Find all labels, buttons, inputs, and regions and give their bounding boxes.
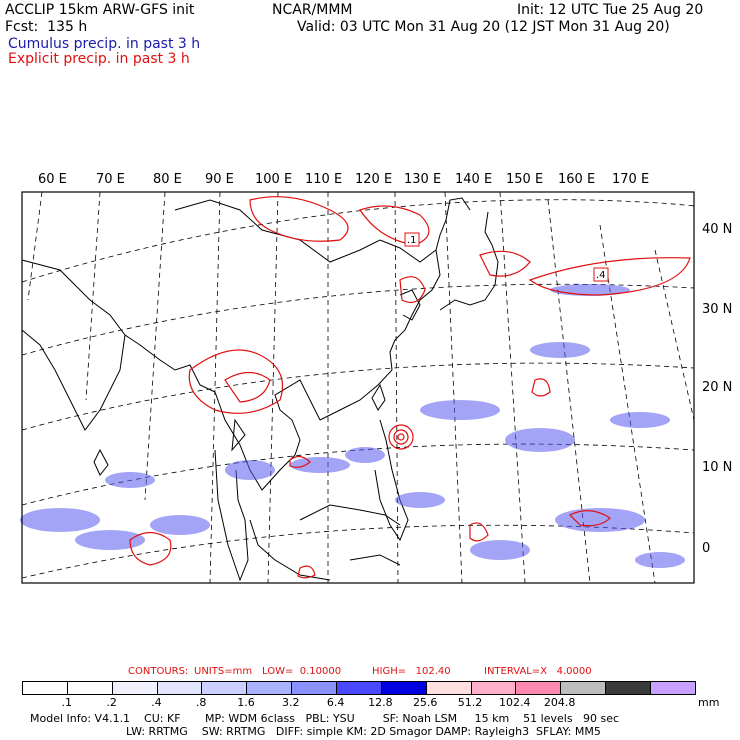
colorbar-swatch bbox=[471, 682, 517, 694]
map-frame bbox=[21, 191, 695, 584]
contour-marker-1 bbox=[404, 232, 420, 247]
explicit-legend: Explicit precip. in past 3 h bbox=[8, 51, 190, 67]
lon-label-120e: 120 E bbox=[355, 172, 393, 187]
lon-label-150e: 150 E bbox=[506, 172, 544, 187]
forecast-hour: Fcst: 135 h bbox=[5, 19, 88, 35]
colorbar-swatch bbox=[606, 682, 652, 694]
init-time: Init: 12 UTC Tue 25 Aug 20 bbox=[517, 2, 704, 18]
colorbar-swatch bbox=[426, 682, 472, 694]
lon-label-90e: 90 E bbox=[205, 172, 234, 187]
colorbar-swatch bbox=[516, 682, 562, 694]
model-title: ACCLIP 15km ARW-GFS init bbox=[5, 2, 195, 18]
lon-label-170e: 170 E bbox=[612, 172, 650, 187]
colorbar-tick-label: 3.2 bbox=[282, 696, 300, 709]
lon-label-70e: 70 E bbox=[96, 172, 125, 187]
contour-interval: INTERVAL=X 4.0000 bbox=[484, 666, 592, 677]
colorbar-unit: mm bbox=[698, 696, 720, 709]
colorbar-tick-label: .1 bbox=[61, 696, 73, 709]
colorbar-swatch bbox=[67, 682, 113, 694]
colorbar-swatch bbox=[157, 682, 203, 694]
colorbar-tick-label: .8 bbox=[195, 696, 207, 709]
lat-label-10n: 10 N bbox=[702, 460, 733, 475]
lon-label-110e: 110 E bbox=[305, 172, 343, 187]
lat-label-equator: 0 bbox=[702, 541, 711, 556]
physics-info: LW: RRTMG SW: RRTMG DIFF: simple KM: 2D … bbox=[126, 725, 601, 738]
model-info: Model Info: V4.1.1 CU: KF MP: WDM 6class… bbox=[30, 712, 620, 725]
cumulus-legend: Cumulus precip. in past 3 h bbox=[8, 36, 201, 52]
contour-units: UNITS=mm bbox=[194, 666, 253, 677]
colorbar-swatch bbox=[381, 682, 427, 694]
explicit-precip bbox=[129, 196, 691, 579]
colorbar-swatch bbox=[337, 682, 382, 694]
contour-marker-4 bbox=[593, 267, 609, 282]
lat-label-30n: 30 N bbox=[702, 302, 733, 317]
lon-label-160e: 160 E bbox=[558, 172, 596, 187]
contour-marker-1-label: .1 bbox=[407, 235, 417, 246]
contour-high: HIGH= 102.40 bbox=[372, 666, 451, 677]
colorbar-swatch bbox=[651, 682, 695, 694]
colorbar-swatch bbox=[112, 682, 158, 694]
colorbar-tick-label: 25.6 bbox=[412, 696, 438, 709]
colorbar-swatch bbox=[23, 682, 68, 694]
colorbar-swatch bbox=[292, 682, 338, 694]
lon-label-130e: 130 E bbox=[404, 172, 442, 187]
cumulus-precip bbox=[20, 284, 685, 568]
contour-marker-4-label: .4 bbox=[596, 270, 606, 281]
lon-label-60e: 60 E bbox=[38, 172, 67, 187]
precipitation-map: .1 .4 bbox=[20, 191, 695, 584]
colorbar-tick-label: .4 bbox=[151, 696, 162, 709]
colorbar bbox=[22, 681, 696, 695]
contour-title: CONTOURS: bbox=[128, 666, 189, 677]
lat-label-20n: 20 N bbox=[702, 380, 733, 395]
contour-low: LOW= 0.10000 bbox=[262, 666, 342, 677]
colorbar-swatch bbox=[202, 682, 248, 694]
colorbar-tick-label: 204.8 bbox=[543, 696, 576, 709]
colorbar-swatch bbox=[247, 682, 293, 694]
colorbar-tick-label: 12.8 bbox=[368, 696, 393, 709]
lon-label-100e: 100 E bbox=[255, 172, 293, 187]
colorbar-tick-label: .2 bbox=[106, 696, 117, 709]
lon-label-140e: 140 E bbox=[455, 172, 493, 187]
lon-label-80e: 80 E bbox=[153, 172, 182, 187]
organization-label: NCAR/MMM bbox=[272, 2, 353, 18]
valid-time: Valid: 03 UTC Mon 31 Aug 20 (12 JST Mon … bbox=[297, 19, 670, 35]
colorbar-tick-label: 51.2 bbox=[457, 696, 483, 709]
colorbar-tick-label: 102.4 bbox=[499, 696, 531, 709]
colorbar-swatch bbox=[561, 682, 607, 694]
lat-label-40n: 40 N bbox=[702, 222, 733, 237]
colorbar-tick-label: 6.4 bbox=[326, 696, 345, 709]
colorbar-tick-label: 1.6 bbox=[237, 696, 255, 709]
contour-markers: .1 .4 bbox=[404, 232, 609, 282]
